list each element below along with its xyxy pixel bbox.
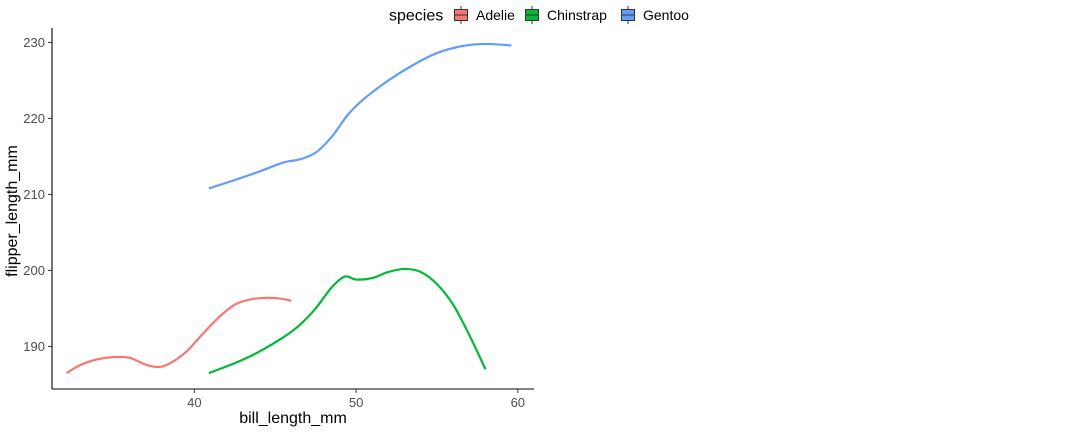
y-tick-label: 200: [23, 263, 45, 278]
legend-item-adelie: Adelie: [454, 6, 515, 24]
axes: 40 50 60 190 200 210 220 230: [23, 28, 534, 410]
x-tick-label: 60: [511, 395, 525, 410]
x-tick-label: 50: [349, 395, 363, 410]
legend-item-gentoo: Gentoo: [621, 6, 689, 24]
legend: species Adelie Chinstrap Gentoo: [389, 6, 689, 25]
y-axis-title: flipper_length_mm: [4, 145, 21, 277]
legend-item-chinstrap: Chinstrap: [525, 6, 607, 24]
series-layer: [66, 42, 512, 375]
series-line-gentoo: [208, 42, 512, 190]
series-line-adelie: [66, 296, 292, 374]
y-tick-label: 230: [23, 35, 45, 50]
y-tick-label: 210: [23, 187, 45, 202]
y-tick-label: 220: [23, 111, 45, 126]
legend-label: Chinstrap: [547, 7, 607, 23]
legend-label: Adelie: [476, 7, 515, 23]
legend-title: species: [389, 8, 443, 25]
x-axis-title: bill_length_mm: [239, 410, 347, 427]
series-line-chinstrap: [208, 267, 487, 375]
y-tick-label: 190: [23, 339, 45, 354]
legend-label: Gentoo: [643, 7, 689, 23]
x-tick-label: 40: [187, 395, 201, 410]
